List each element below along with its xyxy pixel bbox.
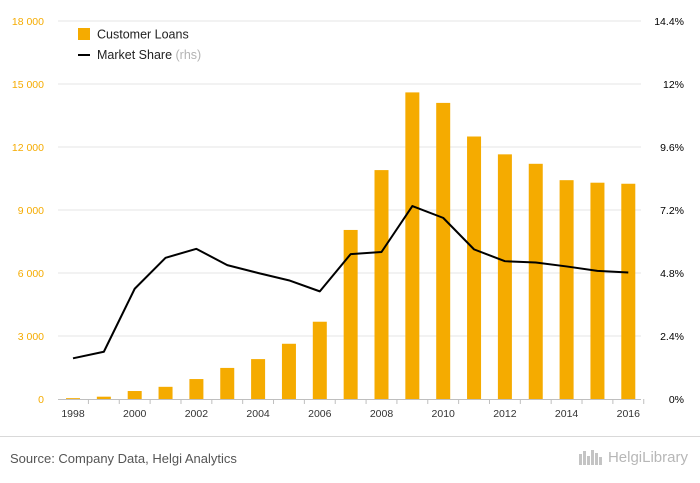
y-right-tick-label: 2.4%	[660, 331, 684, 343]
bar-customer-loans	[467, 136, 482, 399]
x-tick-label: 1998	[61, 408, 85, 420]
line-market-share	[72, 205, 629, 360]
y-right-tick-label: 9.6%	[660, 142, 684, 154]
y-left-tick-label: 3 000	[18, 331, 44, 343]
bar-customer-loans	[590, 182, 605, 399]
brand-logo: HelgiLibrary	[578, 448, 688, 466]
bar-customer-loans	[559, 180, 574, 399]
chart-svg: 0 3 000 6 000 9 000 12 000 15 000 18 000 0% 2.4%…	[12, 16, 684, 420]
x-tick-label: 2014	[555, 408, 579, 420]
bar-series-customer-loans	[66, 92, 636, 400]
x-tick-label: 2004	[246, 408, 270, 420]
bar-customer-loans	[497, 154, 512, 399]
bar-customer-loans	[374, 170, 389, 399]
bar-customer-loans	[220, 367, 235, 399]
x-tick-label: 2002	[185, 408, 209, 420]
bar-customer-loans	[436, 102, 451, 400]
x-tick-label: 2012	[493, 408, 517, 420]
bar-customer-loans	[96, 396, 111, 399]
legend-label-market-share-suffix: (rhs)	[172, 48, 201, 62]
y-left-tick-label: 0	[38, 394, 44, 406]
y-right-tick-label: 0%	[669, 394, 684, 406]
x-tick-label: 2008	[370, 408, 394, 420]
y-left-tick-label: 6 000	[18, 268, 44, 280]
legend: Customer Loans Market Share (rhs)	[78, 28, 201, 62]
x-tick-label: 2010	[432, 408, 456, 420]
legend-label-market-share-name: Market Share	[97, 48, 172, 62]
y-left-tick-label: 18 000	[12, 16, 44, 28]
y-right-tick-label: 14.4%	[654, 16, 684, 28]
y-right-tick-label: 7.2%	[660, 205, 684, 217]
legend-label-market-share: Market Share (rhs)	[97, 48, 201, 62]
bar-customer-loans	[343, 229, 358, 399]
bar-customer-loans	[405, 92, 420, 400]
bar-customer-loans	[251, 359, 266, 399]
legend-label-customer-loans: Customer Loans	[97, 28, 189, 42]
legend-swatch-customer-loans	[78, 28, 90, 40]
footer-divider	[0, 436, 700, 437]
source-note: Source: Company Data, Helgi Analytics	[10, 451, 237, 466]
bar-customer-loans	[127, 391, 142, 399]
bookshelf-icon	[578, 450, 602, 465]
y-left-tick-label: 15 000	[12, 79, 44, 91]
axes: 0 3 000 6 000 9 000 12 000 15 000 18 000 0% 2.4%…	[12, 16, 684, 420]
y-right-tick-label: 4.8%	[660, 268, 684, 280]
bar-customer-loans	[312, 321, 327, 399]
bar-customer-loans	[189, 379, 204, 399]
y-right-tick-label: 12%	[663, 79, 684, 91]
y-left-tick-label: 12 000	[12, 142, 44, 154]
bar-customer-loans	[621, 183, 636, 399]
bar-customer-loans	[158, 386, 173, 399]
gridlines	[58, 20, 641, 337]
x-tick-label: 2000	[123, 408, 147, 420]
x-tick-label: 2006	[308, 408, 332, 420]
line-series-market-share	[72, 205, 629, 360]
brand-name: HelgiLibrary	[607, 448, 688, 466]
x-tick-label: 2016	[617, 408, 641, 420]
bar-customer-loans	[528, 163, 543, 399]
y-left-tick-label: 9 000	[18, 205, 44, 217]
bar-customer-loans	[66, 398, 80, 399]
bar-customer-loans	[281, 343, 296, 399]
